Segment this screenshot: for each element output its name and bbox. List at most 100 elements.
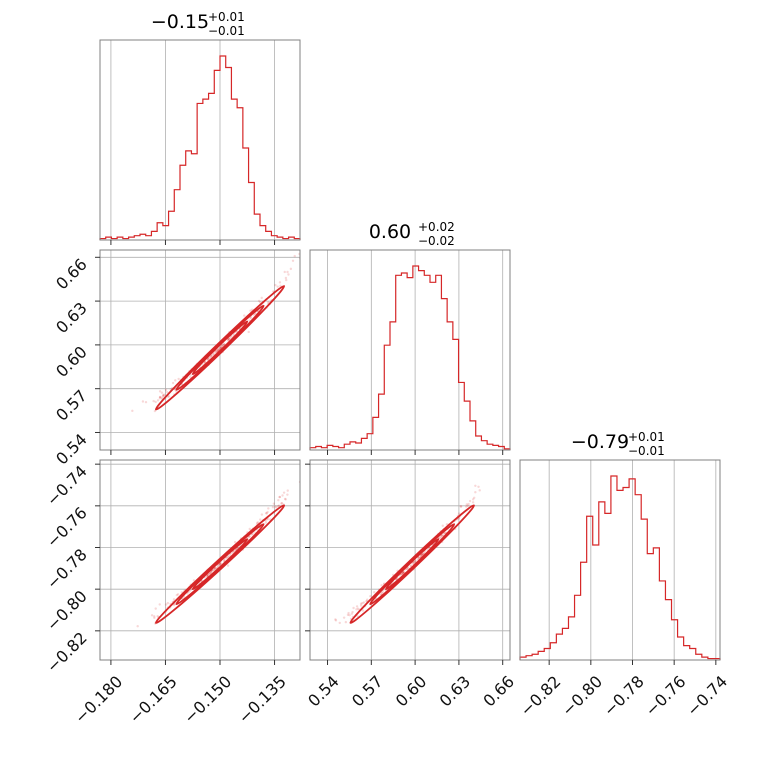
- sample-point: [156, 399, 160, 402]
- scatter-panel-3-2: [305, 459, 511, 665]
- sample-point: [422, 552, 425, 555]
- param-title-3: −0.79: [571, 431, 629, 453]
- scatter-panel-3-1: [95, 459, 301, 665]
- sample-point: [283, 270, 286, 274]
- sample-point: [259, 518, 262, 521]
- hist-panel-2: 0.60 +0.02−0.02: [309, 220, 511, 455]
- sample-point: [209, 355, 212, 359]
- sample-point: [355, 608, 358, 611]
- sample-point: [411, 562, 415, 565]
- sample-point: [276, 505, 280, 508]
- sample-point: [225, 556, 229, 560]
- sample-point: [366, 598, 369, 601]
- y-tick-label: −0.82: [43, 628, 91, 676]
- sample-point: [164, 603, 168, 606]
- sample-point: [465, 505, 468, 508]
- sample-point: [264, 521, 268, 524]
- sample-point: [255, 521, 259, 524]
- scatter-points: [334, 484, 481, 625]
- sample-point: [474, 491, 477, 494]
- sample-point: [285, 278, 288, 282]
- sample-point: [441, 524, 444, 527]
- sample-point: [477, 485, 480, 488]
- sample-point: [213, 567, 217, 570]
- contour-level-2: [175, 523, 265, 606]
- sample-point: [150, 614, 154, 617]
- sample-point: [373, 591, 376, 594]
- sample-point: [208, 572, 211, 575]
- sample-point: [217, 348, 220, 352]
- y-tick-label: 0.57: [52, 386, 91, 425]
- sample-point: [344, 620, 348, 624]
- x-tick-label: 0.66: [479, 672, 518, 711]
- sample-point: [249, 309, 252, 312]
- y-tick-label: −0.74: [43, 462, 91, 510]
- sample-point: [267, 507, 270, 510]
- sample-point: [260, 513, 264, 516]
- contour-level-1: [191, 320, 249, 376]
- sample-point: [471, 498, 475, 501]
- contour-level-3: [154, 504, 286, 624]
- x-tick-label: 0.54: [304, 672, 343, 711]
- histogram-step-2: [309, 265, 511, 450]
- sample-point: [227, 338, 230, 341]
- y-tick-label: −0.80: [43, 587, 91, 635]
- sample-point: [171, 381, 175, 385]
- sample-point: [277, 498, 280, 502]
- sample-point: [278, 495, 281, 499]
- contour-level-1: [384, 538, 440, 591]
- histogram-step-1: [99, 55, 301, 240]
- sample-point: [284, 276, 288, 280]
- sample-point: [218, 346, 222, 350]
- x-tick-label: −0.80: [558, 672, 606, 720]
- sample-point: [226, 339, 230, 342]
- y-tick-label: 0.54: [52, 430, 91, 469]
- sample-point: [167, 395, 171, 398]
- sample-point: [402, 571, 405, 574]
- sample-point: [210, 354, 213, 358]
- sample-point: [152, 399, 155, 403]
- sample-point: [283, 497, 287, 501]
- sample-point: [153, 615, 156, 618]
- x-tick-label: −0.180: [71, 672, 126, 727]
- sample-point: [229, 553, 232, 556]
- sample-point: [141, 400, 145, 403]
- sample-point: [421, 553, 424, 556]
- sample-point: [176, 593, 180, 596]
- sample-point: [214, 567, 217, 570]
- sample-point: [440, 534, 444, 538]
- sample-point: [472, 496, 476, 499]
- sample-point: [131, 409, 134, 413]
- param-minus-2: −0.02: [418, 234, 455, 248]
- sample-point: [362, 601, 366, 604]
- sample-point: [216, 349, 219, 352]
- sample-point: [243, 314, 246, 317]
- sample-point: [457, 512, 461, 515]
- x-tick-label: −0.78: [600, 672, 648, 720]
- y-tick-label: −0.76: [43, 503, 91, 551]
- sample-point: [251, 532, 254, 536]
- sample-point: [401, 571, 405, 575]
- sample-point: [212, 568, 215, 571]
- sample-point: [177, 377, 180, 381]
- sample-point: [226, 564, 230, 567]
- sample-point: [350, 612, 354, 615]
- x-tick-label: −0.135: [235, 672, 290, 727]
- contour-level-3: [154, 285, 286, 411]
- scatter-points: [131, 252, 300, 413]
- sample-point: [163, 393, 166, 396]
- sample-point: [352, 606, 355, 610]
- panel-frame: [519, 459, 721, 661]
- sample-point: [158, 395, 162, 399]
- sample-point: [172, 598, 176, 601]
- hist-panel-3: −0.79+0.01−0.01: [519, 430, 721, 665]
- sample-point: [160, 396, 163, 399]
- sample-point: [468, 499, 472, 503]
- y-tick-label: 0.66: [52, 255, 91, 294]
- contour-level-3: [349, 504, 475, 624]
- x-tick-label: −0.74: [683, 672, 731, 720]
- sample-point: [356, 614, 359, 618]
- sample-point: [414, 560, 417, 563]
- x-tick-label: −0.82: [516, 672, 564, 720]
- sample-point: [165, 391, 169, 394]
